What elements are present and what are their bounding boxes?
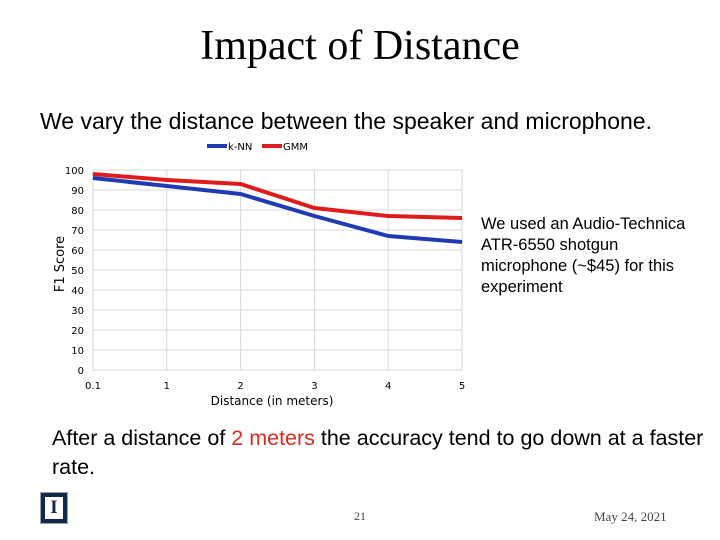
y-tick-label: 40 <box>71 286 84 297</box>
logo-letter: I <box>50 497 58 518</box>
x-tick-label: 1 <box>164 381 170 392</box>
data-point <box>166 185 168 187</box>
x-axis-title: Distance (in meters) <box>211 394 334 408</box>
data-point <box>166 179 168 181</box>
x-tick-label: 5 <box>459 381 465 392</box>
data-point <box>92 173 94 175</box>
y-tick-label: 60 <box>71 246 84 257</box>
data-point <box>387 235 389 237</box>
slide-subtitle: We vary the distance between the speaker… <box>40 108 652 134</box>
x-tick-label: 2 <box>237 381 243 392</box>
y-tick-label: 20 <box>71 326 84 337</box>
series-line-gmm <box>92 172 463 220</box>
university-logo: I <box>40 492 68 524</box>
y-tick-label: 50 <box>71 266 84 277</box>
conclusion-post: the accuracy tend to go down at a faster… <box>52 426 704 479</box>
data-point <box>92 177 94 179</box>
legend-label-knn: k-NN <box>228 142 252 153</box>
data-point <box>313 207 315 209</box>
y-tick-label: 80 <box>71 206 84 217</box>
slide-title: Impact of Distance <box>200 23 520 69</box>
y-tick-label: 70 <box>71 226 84 237</box>
data-point <box>461 217 463 219</box>
data-point <box>461 241 463 243</box>
x-tick-label: 0.1 <box>85 381 101 392</box>
data-point <box>387 215 389 217</box>
series-line-knn <box>92 176 463 244</box>
y-tick-label: 30 <box>71 306 84 317</box>
conclusion-text: After a distance of 2 meters the accurac… <box>52 424 712 482</box>
y-tick-label: 90 <box>71 186 84 197</box>
microphone-note: We used an Audio-Technica ATR-6550 shotg… <box>481 215 686 296</box>
conclusion-pre: After a distance of <box>52 426 232 450</box>
legend-label-gmm: GMM <box>283 142 308 153</box>
slide-date: May 24, 2021 <box>594 509 667 524</box>
conclusion-highlight: 2 meters <box>231 426 315 450</box>
y-tick-label: 10 <box>71 346 84 357</box>
x-tick-label: 4 <box>385 381 391 392</box>
logo-inner: I <box>45 497 63 519</box>
y-tick-label: 100 <box>65 166 84 177</box>
page-number: 21 <box>354 509 366 523</box>
x-tick-label: 3 <box>311 381 317 392</box>
y-axis-title: F1 Score <box>53 236 68 292</box>
y-tick-label: 0 <box>78 366 84 377</box>
data-point <box>240 193 242 195</box>
data-point <box>240 183 242 185</box>
data-point <box>313 215 315 217</box>
